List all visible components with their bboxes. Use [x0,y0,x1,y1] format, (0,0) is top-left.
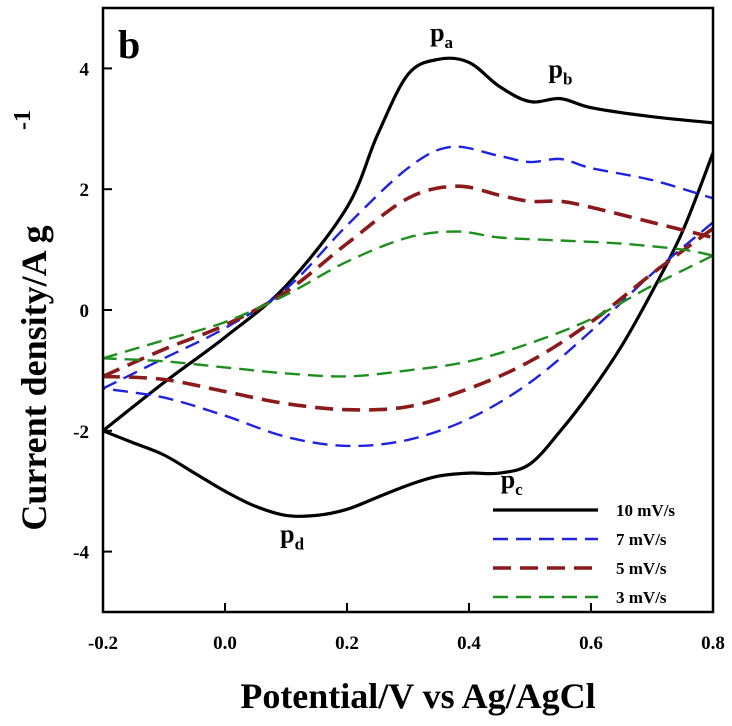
legend-label-5-mv-per-s: 5 mV/s [616,559,667,578]
series-10-mv-per-s-cathodic-curve [102,152,715,518]
series-5-mv-per-s-anodic-curve [102,184,714,379]
series-10-mv-per-s-anodic-curve [102,56,714,433]
x-tick-label: 0.2 [335,633,359,654]
curves-layer [102,56,715,518]
x-tick-label: 0.6 [579,633,603,654]
y-tick-label: 0 [80,301,90,322]
legend-label-3-mv-per-s: 3 mV/s [616,588,667,607]
series-7-mv-per-s-cathodic-curve [102,221,714,448]
y-tick-label: -2 [73,422,89,443]
y-axis-title-superscript: -1 [10,110,36,130]
series-7-mv-per-s-anodic-curve [102,145,714,390]
y-tick-label: 2 [80,180,90,201]
y-axis-title: Current density/A g [14,225,54,530]
y-tick-label: 4 [80,59,90,80]
series-3-mv-per-s-cathodic-curve [102,254,714,378]
axis-ticks: -0.2 0.0 0.2 0.4 0.6 0.8 4 2 0 -2 -4 [73,59,725,654]
series-5-mv-per-s-cathodic-curve [102,227,715,412]
x-axis-title: Potential/V vs Ag/AgCl [240,676,595,716]
x-tick-label: 0.4 [457,633,481,654]
legend: 10 mV/s 7 mV/s 5 mV/s 3 mV/s [493,501,675,607]
plot-frame [101,6,715,614]
peak-label-pa: pa [430,18,453,52]
peak-label-pb: pb [549,54,573,88]
legend-label-10-mv-per-s: 10 mV/s [616,501,675,520]
peak-label-pd: pd [280,520,304,554]
x-tick-label: -0.2 [88,633,118,654]
series-3-mv-per-s-anodic-curve [102,230,714,360]
panel-label: b [118,22,140,67]
y-tick-label: -4 [73,543,89,564]
x-tick-label: 0.8 [701,633,725,654]
y-axis-title-group: Current density/A g -1 [10,110,54,531]
legend-label-7-mv-per-s: 7 mV/s [616,530,667,549]
x-tick-label: 0.0 [213,633,237,654]
